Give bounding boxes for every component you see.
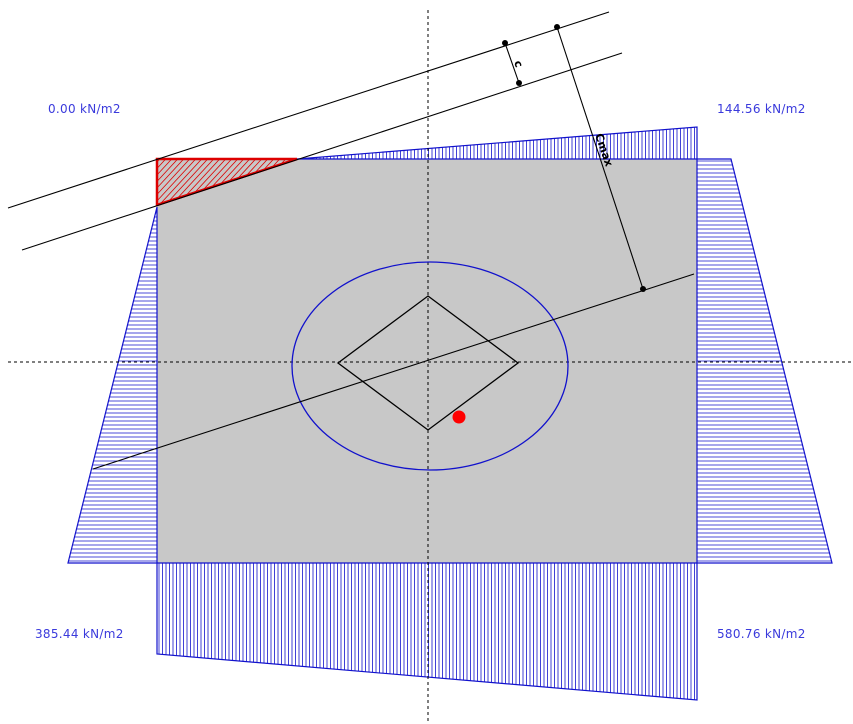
left-pressure-hatch (68, 208, 157, 562)
hatch-line (157, 159, 193, 205)
hatch-line (157, 159, 163, 205)
compression-limit-line (21, 52, 623, 251)
hatch-line (157, 159, 187, 205)
load-resultant-point (452, 410, 466, 424)
top-pressure-outline (296, 126, 698, 160)
neutral-axis-line (7, 11, 610, 209)
hatch-line (157, 159, 205, 205)
hatch-line (90, 150, 150, 215)
bottom-pressure-outline (156, 562, 698, 701)
corner-pressure-bottom-right: 580.76 kN/m2 (717, 627, 806, 641)
corner-pressure-top-left: 0.00 kN/m2 (48, 102, 121, 116)
corner-pressure-bottom-left: 385.44 kN/m2 (35, 627, 124, 641)
bottom-pressure-hatch (158, 563, 695, 700)
cmax-dim-point-top (554, 24, 560, 30)
hatch-line (157, 159, 199, 205)
c-dimension-line (504, 42, 520, 84)
cmax-dim-point-bottom (640, 286, 646, 292)
c-dimension-label: c (511, 59, 525, 69)
kern-ellipse (291, 261, 569, 471)
hatch-line (96, 150, 156, 215)
cmax-dimension-line (556, 26, 644, 290)
c-dim-point-bottom (516, 80, 522, 86)
hatch-line (157, 159, 181, 205)
eccentricity-line (92, 273, 695, 470)
c-dim-point-top (502, 40, 508, 46)
uplift-zone (155, 157, 298, 207)
right-pressure-hatch (697, 160, 832, 562)
right-pressure-outline (696, 158, 833, 564)
hatch-line (157, 159, 175, 205)
left-pressure-outline (67, 206, 158, 564)
corner-pressure-top-right: 144.56 kN/m2 (717, 102, 806, 116)
